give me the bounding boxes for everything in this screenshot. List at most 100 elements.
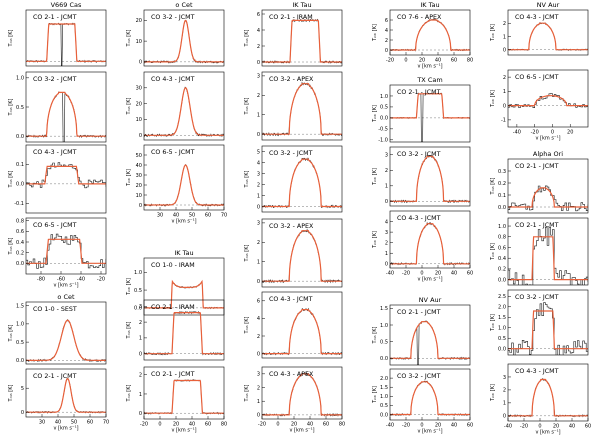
observed-spectrum bbox=[262, 228, 342, 284]
model-spectrum bbox=[508, 310, 588, 350]
y-tick-label: 1.0 bbox=[498, 326, 506, 332]
y-axis-label: Tₘₕ [K] bbox=[244, 170, 250, 188]
x-tick-label: 50 bbox=[71, 420, 77, 426]
model-spectrum bbox=[508, 236, 588, 281]
y-tick-label: 0.5 bbox=[498, 336, 506, 342]
panel-title: CO 2-1 - JCMT bbox=[151, 371, 195, 378]
panel-frame bbox=[389, 304, 471, 366]
y-axis-label: Tₘₕ [K] bbox=[8, 98, 14, 116]
x-tick-label: 50 bbox=[189, 213, 195, 219]
panel-frame bbox=[507, 363, 589, 422]
model-spectrum bbox=[390, 93, 470, 119]
model-spectrum bbox=[390, 381, 470, 416]
panel-title: CO 3-2 - JCMT bbox=[269, 150, 313, 157]
y-tick-label: 2 bbox=[257, 182, 260, 188]
y-axis-label: Tₘₕ [K] bbox=[244, 29, 250, 47]
y-tick-label: 50 bbox=[136, 153, 142, 159]
y-tick-label: 4 bbox=[385, 28, 388, 34]
y-axis-label: Tₘₕ [K] bbox=[8, 324, 14, 342]
x-axis-label: v [km s⁻¹] bbox=[417, 429, 442, 435]
y-axis-label: Tₘₕ [K] bbox=[372, 24, 378, 42]
x-tick-label: 40 bbox=[55, 420, 61, 426]
y-axis-label: Tₘₕ [K] bbox=[490, 90, 496, 108]
observed-spectrum bbox=[262, 18, 342, 64]
x-tick-label: 60 bbox=[205, 213, 211, 219]
spectrum-panel: CO 3-2 - JCMT 0.0 0.5 1.0 1.5 2.0 -40 -20 0 20 40 6… bbox=[372, 368, 473, 435]
spectrum-panel: V669 Cas CO 2-1 - JCMT Tₘₕ [K] bbox=[8, 1, 107, 67]
model-spectrum bbox=[144, 87, 224, 136]
y-axis-label: Tₘₕ [K] bbox=[490, 177, 496, 195]
spectrum-panel: CO 2-1 - JCMT 0 5 30 40 50 60 70 Tₘₕ [K] v [km s⁻… bbox=[8, 368, 109, 432]
model-spectrum bbox=[508, 187, 588, 208]
panel-title: CO 2-1 - JCMT bbox=[515, 163, 559, 170]
y-tick-label: -0.1 bbox=[14, 201, 24, 207]
x-tick-label: 40 bbox=[451, 271, 457, 277]
panel-title: CO 2-1 - JCMT bbox=[33, 14, 77, 21]
observed-spectrum bbox=[390, 221, 470, 266]
panel-title: CO 3-2 - JCMT bbox=[33, 76, 77, 83]
panel-frame bbox=[389, 84, 471, 143]
spectrum-panel: NV Aur CO 4-3 - JCMT 0 1 2 Tₘₕ [K] bbox=[490, 1, 589, 56]
panel-title: CO 4-3 - JCMT bbox=[33, 149, 77, 156]
y-tick-label: 1.0 bbox=[380, 323, 388, 329]
y-tick-label: 1.5 bbox=[380, 306, 388, 312]
y-tick-label: 0 bbox=[257, 132, 260, 138]
y-axis-label: Tₘₕ [K] bbox=[126, 97, 132, 115]
y-tick-label: 2 bbox=[257, 93, 260, 99]
y-axis-label: Tₘₕ [K] bbox=[372, 326, 378, 344]
model-spectrum bbox=[144, 164, 224, 206]
x-tick-label: 40 bbox=[189, 422, 195, 428]
y-tick-label: 6 bbox=[257, 299, 260, 305]
y-axis-label: Tₘₕ [K] bbox=[244, 244, 250, 262]
x-tick-label: 60 bbox=[585, 424, 591, 430]
model-spectrum bbox=[390, 19, 470, 51]
x-tick-label: 20 bbox=[567, 130, 573, 136]
x-tick-label: -20 bbox=[386, 58, 394, 64]
y-tick-label: 20 bbox=[136, 18, 142, 24]
model-spectrum bbox=[262, 19, 342, 63]
source-name: NV Aur bbox=[537, 1, 560, 9]
y-tick-label: 3 bbox=[139, 304, 142, 310]
y-tick-label: 30 bbox=[136, 86, 142, 92]
spectrum-panel: CO 3-2 - JCMT 0 1 2 3 Tₘₕ [K] bbox=[372, 146, 471, 207]
observed-spectrum bbox=[390, 380, 470, 417]
y-tick-label: 0.8 bbox=[498, 235, 506, 241]
y-tick-label: 0 bbox=[385, 48, 388, 54]
model-spectrum bbox=[144, 279, 224, 309]
y-tick-label: 0.4 bbox=[16, 240, 24, 246]
y-tick-label: 2.5 bbox=[498, 294, 506, 300]
y-axis-label: Tₘₕ [K] bbox=[8, 237, 14, 255]
y-tick-label: 3 bbox=[257, 74, 260, 80]
y-tick-label: 2.0 bbox=[498, 305, 506, 311]
y-tick-label: 2 bbox=[257, 334, 260, 340]
y-tick-label: 0.0 bbox=[498, 205, 506, 211]
model-spectrum bbox=[144, 312, 224, 355]
y-tick-label: 0.5 bbox=[134, 288, 142, 294]
panel-title: CO 2-1 - IRAM bbox=[269, 14, 313, 21]
model-spectrum bbox=[26, 377, 106, 413]
x-tick-label: 0 bbox=[420, 423, 423, 429]
x-tick-label: 70 bbox=[103, 420, 109, 426]
y-tick-label: 1 bbox=[257, 399, 260, 405]
panel-frame bbox=[507, 69, 589, 128]
x-tick-label: 60 bbox=[87, 420, 93, 426]
x-tick-label: 60 bbox=[323, 422, 329, 428]
y-tick-label: 10 bbox=[136, 39, 142, 45]
panel-title: CO 3-2 - APEX bbox=[269, 223, 314, 230]
panel-title: CO 1-0 - SEST bbox=[33, 306, 77, 313]
y-tick-label: 5 bbox=[21, 386, 24, 392]
spectrum-panel: CO 3-2 - JCMT 0.0 0.5 1.0 Tₘₕ [K] bbox=[8, 71, 107, 143]
y-axis-label: Tₘₕ [K] bbox=[126, 278, 132, 296]
panel-title: CO 2-1 - JCMT bbox=[397, 89, 441, 96]
y-axis-label: Tₘₕ [K] bbox=[372, 386, 378, 404]
y-tick-label: 1.5 bbox=[16, 303, 24, 309]
panel-frame bbox=[143, 366, 225, 420]
y-tick-label: 1.0 bbox=[380, 394, 388, 400]
panel-frame bbox=[143, 71, 225, 141]
spectrum-panel: CO 6-5 - JCMT 0.0 0.2 0.4 0.6 0.8 -80 -60 -40 -20… bbox=[8, 217, 107, 289]
model-spectrum bbox=[508, 95, 588, 107]
y-axis-label: Tₘₕ [K] bbox=[372, 231, 378, 249]
x-axis-label: v [km s⁻¹] bbox=[289, 428, 314, 434]
y-tick-label: 1 bbox=[385, 184, 388, 190]
